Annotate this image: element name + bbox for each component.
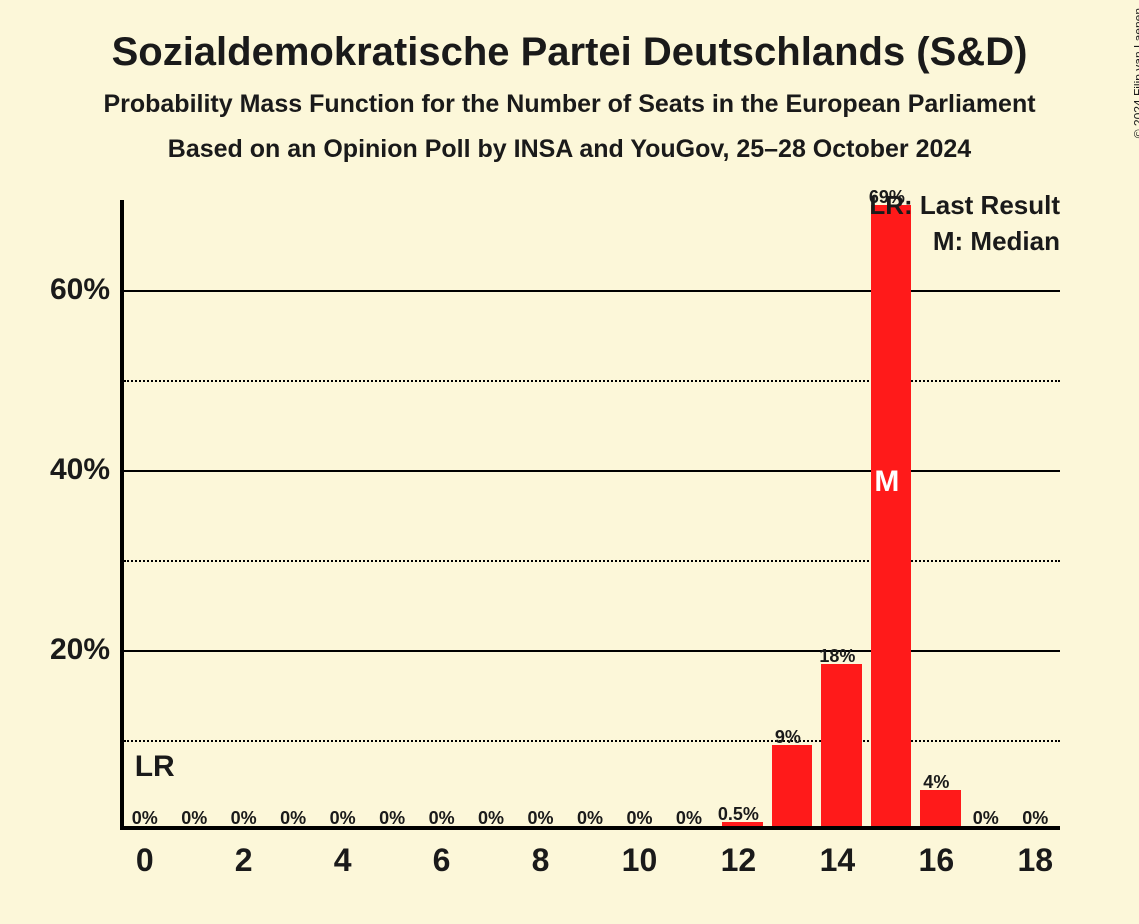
bar [871, 205, 912, 826]
bar-value-label: 0% [577, 808, 603, 829]
xtick-label: 0 [136, 842, 154, 879]
bar-value-label: 0% [676, 808, 702, 829]
xtick-label: 8 [532, 842, 550, 879]
chart-canvas: Sozialdemokratische Partei Deutschlands … [0, 0, 1139, 924]
bar-value-label: 69% [869, 187, 905, 208]
bar-value-label: 0% [181, 808, 207, 829]
median-marker: M [874, 465, 899, 499]
copyright-text: © 2024 Filip van Laenen [1131, 8, 1139, 138]
xtick-label: 12 [721, 842, 757, 879]
bar-value-label: 9% [775, 727, 801, 748]
bar-value-label: 0% [1022, 808, 1048, 829]
bar-value-label: 0% [478, 808, 504, 829]
xtick-label: 6 [433, 842, 451, 879]
bar-value-label: 0% [626, 808, 652, 829]
gridline-minor [124, 380, 1060, 382]
bar-value-label: 0% [429, 808, 455, 829]
ytick-label: 40% [30, 453, 110, 487]
bar-value-label: 0% [379, 808, 405, 829]
gridline-major [124, 290, 1060, 292]
xtick-label: 18 [1017, 842, 1053, 879]
xtick-label: 4 [334, 842, 352, 879]
bar [821, 664, 862, 826]
bar-value-label: 0.5% [718, 804, 759, 825]
xtick-label: 14 [820, 842, 856, 879]
chart-subtitle-1: Probability Mass Function for the Number… [0, 90, 1139, 119]
ytick-label: 20% [30, 633, 110, 667]
gridline-minor [124, 560, 1060, 562]
xtick-label: 10 [622, 842, 658, 879]
gridline-minor [124, 740, 1060, 742]
bar-value-label: 18% [819, 646, 855, 667]
bar-value-label: 0% [973, 808, 999, 829]
ytick-label: 60% [30, 273, 110, 307]
bar-value-label: 0% [231, 808, 257, 829]
plot-area [120, 200, 1060, 830]
bar-value-label: 4% [923, 772, 949, 793]
chart-title: Sozialdemokratische Partei Deutschlands … [0, 30, 1139, 75]
lr-marker: LR [135, 750, 175, 784]
bar [772, 745, 813, 826]
bar-value-label: 0% [330, 808, 356, 829]
legend-m: M: Median [933, 226, 1060, 257]
bar-value-label: 0% [528, 808, 554, 829]
xtick-label: 16 [919, 842, 955, 879]
chart-subtitle-2: Based on an Opinion Poll by INSA and You… [0, 135, 1139, 164]
bar [920, 790, 961, 826]
bar-value-label: 0% [280, 808, 306, 829]
gridline-major [124, 650, 1060, 652]
bar-value-label: 0% [132, 808, 158, 829]
gridline-major [124, 470, 1060, 472]
xtick-label: 2 [235, 842, 253, 879]
